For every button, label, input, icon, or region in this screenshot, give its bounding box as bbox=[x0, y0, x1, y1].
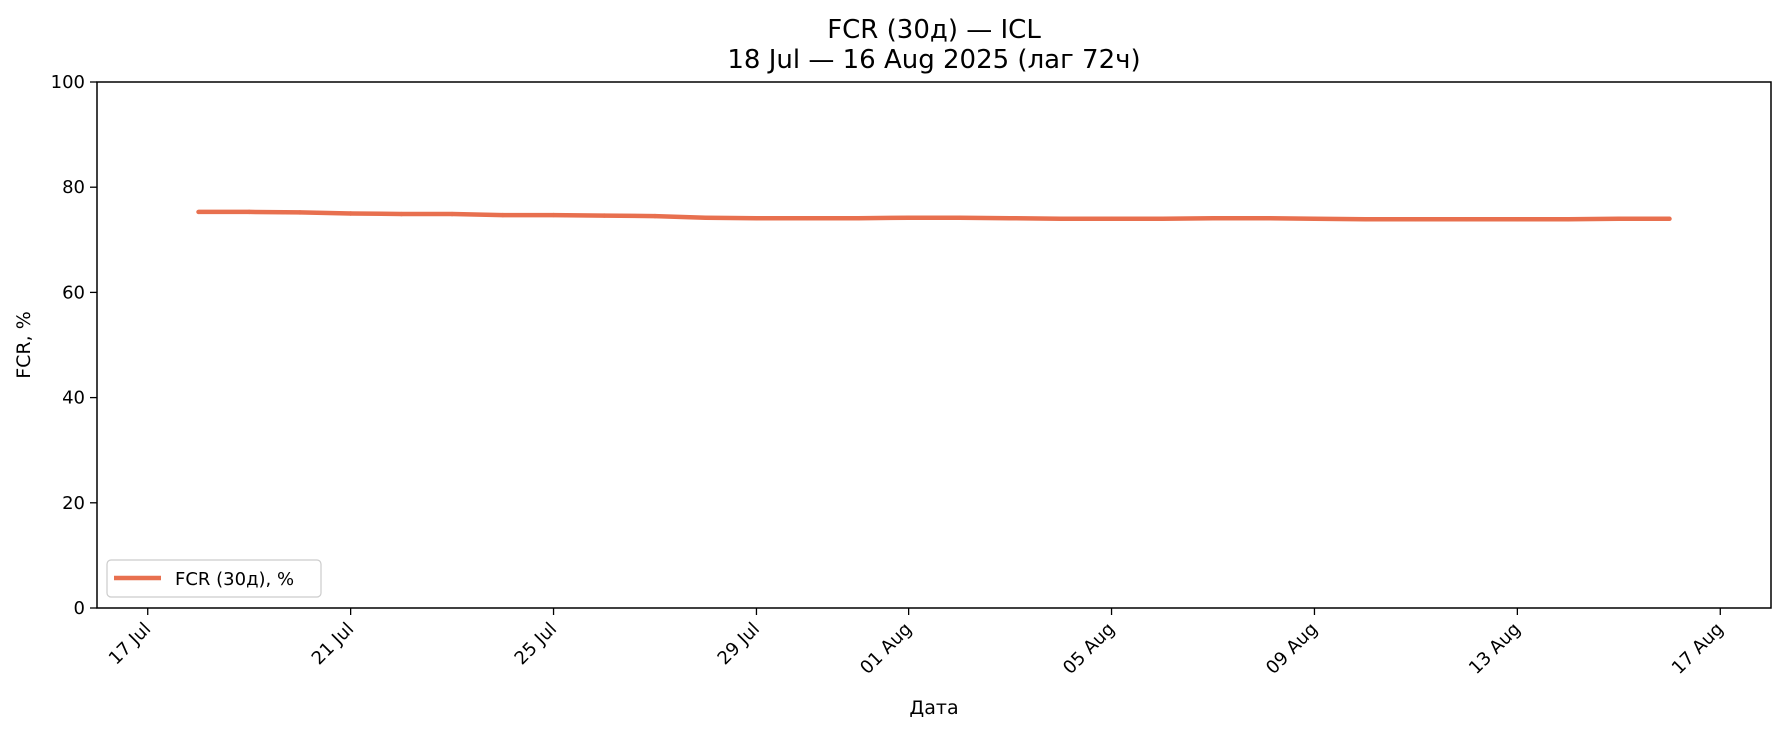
data-point bbox=[196, 209, 201, 215]
data-point bbox=[855, 216, 861, 221]
x-tick-label: 05 Aug bbox=[1059, 619, 1119, 679]
data-point bbox=[1515, 217, 1520, 222]
data-point bbox=[754, 216, 759, 221]
data-point bbox=[297, 210, 303, 215]
y-tick-label: 0 bbox=[74, 598, 85, 619]
y-tick-label: 40 bbox=[62, 388, 85, 409]
data-point bbox=[1565, 217, 1571, 222]
legend-label: FCR (30д), % bbox=[175, 569, 294, 590]
x-tick-label: 17 Aug bbox=[1668, 619, 1728, 679]
data-point bbox=[1312, 216, 1317, 221]
x-tick-label: 09 Aug bbox=[1262, 619, 1322, 679]
x-tick-label: 17 Jul bbox=[105, 619, 155, 669]
x-tick-label: 25 Jul bbox=[511, 619, 561, 669]
legend: FCR (30д), % bbox=[106, 559, 322, 598]
data-point bbox=[1160, 216, 1165, 221]
data-point bbox=[246, 209, 252, 215]
x-tick-label: 01 Aug bbox=[856, 619, 916, 679]
data-point bbox=[652, 213, 658, 219]
data-point bbox=[1413, 217, 1419, 222]
data-point bbox=[1210, 216, 1216, 221]
data-point bbox=[1616, 216, 1622, 221]
x-tick-label: 21 Jul bbox=[308, 619, 358, 669]
series-line bbox=[198, 209, 1670, 222]
data-point bbox=[906, 215, 911, 220]
data-point bbox=[500, 212, 506, 218]
data-point bbox=[1362, 217, 1368, 222]
chart-subtitle: 18 Jul — 16 Aug 2025 (лаг 72ч) bbox=[727, 45, 1140, 75]
legend-box bbox=[106, 559, 322, 598]
y-tick-label: 100 bbox=[51, 72, 85, 93]
x-tick-label: 13 Aug bbox=[1465, 619, 1525, 679]
data-point bbox=[449, 211, 455, 217]
x-axis-label: Дата bbox=[909, 697, 958, 719]
y-tick-label: 80 bbox=[62, 177, 85, 198]
chart-title: FCR (30д) — ICL bbox=[827, 15, 1041, 45]
x-tick-label: 29 Jul bbox=[714, 619, 764, 669]
y-axis-label: FCR, % bbox=[13, 311, 35, 379]
y-tick-label: 60 bbox=[62, 282, 85, 303]
data-point bbox=[1007, 216, 1013, 221]
data-point bbox=[348, 211, 353, 216]
data-point bbox=[957, 215, 962, 220]
plot-area-frame bbox=[96, 81, 1772, 609]
data-point bbox=[1058, 216, 1064, 221]
data-point bbox=[1109, 216, 1114, 221]
data-point bbox=[804, 216, 810, 221]
data-point bbox=[1261, 216, 1266, 221]
data-point bbox=[703, 215, 708, 220]
y-tick-label: 20 bbox=[62, 493, 85, 514]
data-point bbox=[1464, 217, 1469, 222]
data-point bbox=[1667, 216, 1672, 221]
data-point bbox=[399, 211, 404, 217]
data-point bbox=[551, 212, 556, 218]
data-point bbox=[602, 213, 607, 218]
